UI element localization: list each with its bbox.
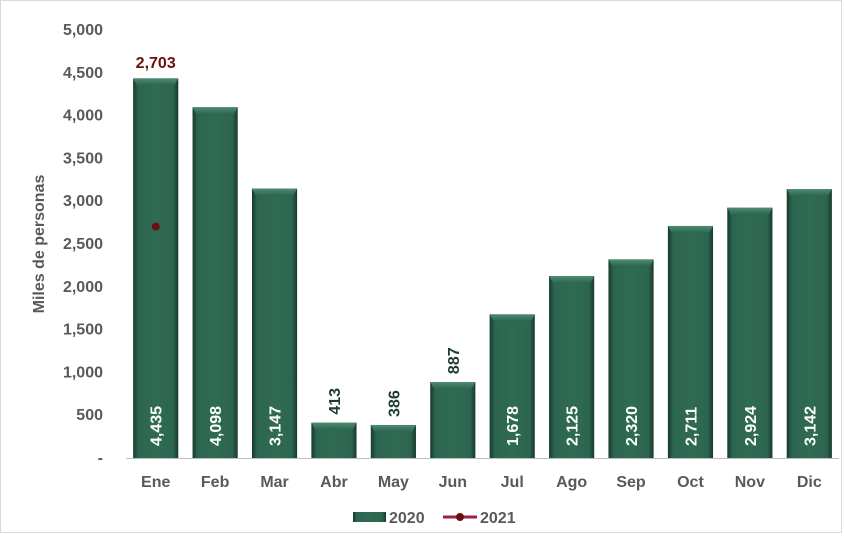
x-tick-label: Nov [735,474,765,491]
bar-2020 [667,225,714,458]
x-tick-label: Mar [260,474,288,491]
bar-2020 [608,259,654,458]
point-2021 [151,222,160,231]
bar-2020-value-label: 3,142 [802,406,819,446]
bar-2020 [133,78,179,458]
bar-2020-cap [549,276,595,284]
bar-2020-value-label: 2,924 [743,406,760,446]
legend: 2020 2021 [353,510,516,527]
x-tick-label: Jun [439,474,467,491]
y-tick-label: 2,500 [63,236,103,253]
bar-2020 [727,207,773,458]
bar-2020 [251,188,298,458]
x-tick-label: May [378,474,409,491]
bar-2020 [786,189,832,458]
bar-2020-cap [192,107,238,115]
y-axis-title: Miles de personas [31,175,48,314]
bar-2020 [430,382,476,458]
bar-2020-cap [370,424,416,432]
y-tick-label: 3,500 [63,150,103,167]
bar-2020-value-label: 2,711 [683,407,700,446]
bar-2020-value-label: 2,125 [565,406,582,446]
y-tick-label: 2,000 [63,279,103,296]
bar-2020-value-label: 1,678 [505,406,522,446]
y-tick-label: - [98,450,103,467]
x-tick-label: Jul [501,474,524,491]
bar-2020-value-label: 413 [327,388,344,415]
legend-marker-2021 [456,513,464,521]
y-axis: - 500 1,000 1,500 2,000 2,500 3,000 3,500 4,000 4… [63,22,103,467]
x-tick-label: Oct [677,474,704,491]
x-tick-label: Feb [201,474,230,491]
y-tick-label: 3,000 [63,193,103,210]
bar-2020-cap [727,207,773,215]
x-tick-label: Dic [797,474,822,491]
series-2020-bars [133,78,832,459]
bar-2020-cap [667,225,714,233]
x-tick-label: Ene [141,474,170,491]
series-2021: 2,703 [136,55,176,231]
bar-2020-cap [133,78,179,86]
legend-label-2021: 2021 [480,510,516,527]
y-tick-label: 5,000 [63,22,103,39]
x-tick-label: Sep [616,474,646,491]
bar-2020-value-label: 887 [446,347,463,374]
bar-2020-cap [786,189,832,197]
y-tick-label: 4,000 [63,108,103,125]
x-tick-label: Ago [556,474,587,491]
x-axis: Ene Feb Mar Abr May Jun Jul Ago Sep Oct Nov Dic [126,458,839,491]
data-labels: 4,435 4,098 3,147 413 386 887 1,678 2,125 2,320 2… [149,347,820,446]
bar-2020 [192,107,238,459]
bar-2020-value-label: 4,435 [149,406,166,446]
bar-2020 [549,276,595,458]
y-tick-label: 500 [76,407,103,424]
bar-2020-value-label: 4,098 [208,406,225,446]
bar-2020-value-label: 2,320 [624,406,641,446]
bar-2020-cap [430,382,476,390]
y-tick-label: 1,500 [63,322,103,339]
bar-2020-cap [489,314,535,322]
point-2021-value-label: 2,703 [136,55,176,72]
y-tick-label: 4,500 [63,65,103,82]
bar-2020-cap [251,188,298,196]
bar-2020-value-label: 386 [386,390,403,417]
bar-2020-cap [311,422,357,430]
legend-label-2020: 2020 [389,510,425,527]
bar-2020-value-label: 3,147 [268,406,285,446]
legend-swatch-2020 [353,512,386,522]
x-tick-label: Abr [320,474,348,491]
y-tick-label: 1,000 [63,364,103,381]
bar-2020 [489,314,535,458]
bar-2020-cap [608,259,654,267]
